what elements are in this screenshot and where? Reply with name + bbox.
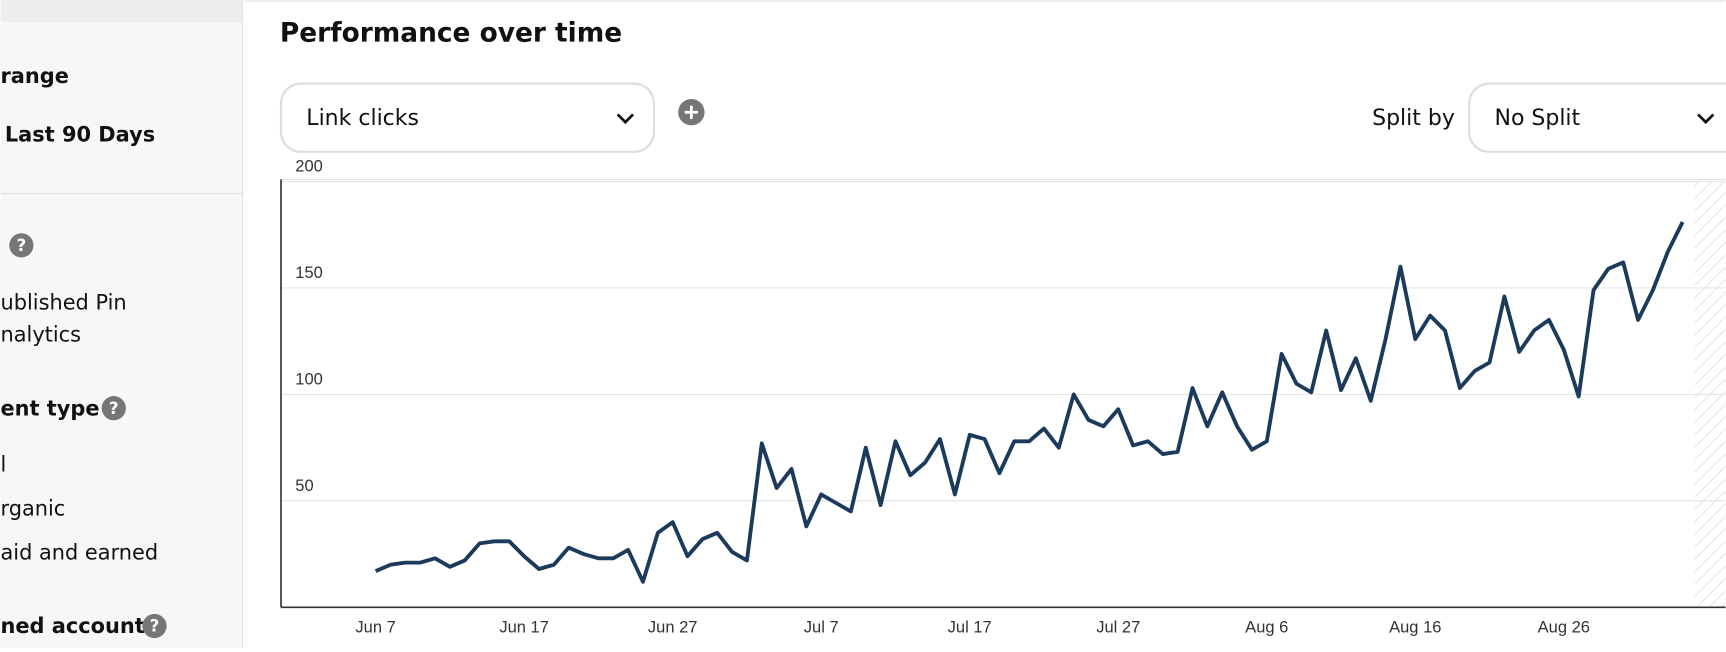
y-tick-label: 50	[295, 477, 313, 495]
split-dropdown[interactable]	[1468, 82, 1726, 153]
date-range[interactable]: Last 90 Days	[5, 122, 155, 146]
sidebar-top	[0, 0, 243, 23]
y-tick-label: 100	[295, 370, 323, 388]
filter-option[interactable]: aid and earned	[0, 540, 158, 564]
help-glyph: ?	[150, 617, 160, 636]
filter-option[interactable]: l	[0, 452, 6, 476]
sidebar	[0, 0, 243, 648]
page-title: Performance over time	[280, 18, 622, 49]
filter-option[interactable]: ublished Pin	[0, 291, 126, 315]
x-tick-label: Aug 6	[1245, 619, 1288, 637]
filter-option[interactable]: rganic	[0, 496, 65, 520]
plus-glyph	[684, 105, 698, 119]
x-tick-label: Jun 7	[355, 619, 395, 637]
y-tick-label: 150	[295, 264, 323, 282]
section-title: ned account	[0, 614, 144, 638]
split-label: Split by	[1372, 106, 1455, 131]
split-value: No Split	[1494, 106, 1580, 131]
x-tick-label: Jul 27	[1096, 619, 1140, 637]
data-line	[374, 221, 1685, 584]
chevron	[616, 113, 635, 125]
help-icon[interactable]	[9, 233, 34, 258]
help-icon[interactable]	[142, 613, 167, 639]
x-tick-label: Aug 16	[1389, 619, 1441, 637]
x-tick-label: Aug 26	[1538, 619, 1590, 637]
future-hatch	[1694, 180, 1726, 608]
x-tick-label: Jul 17	[948, 619, 992, 637]
y-tick-label: 200	[295, 158, 323, 176]
section-title: range	[0, 64, 68, 88]
section-title: ent type	[0, 396, 99, 420]
help-glyph: ?	[109, 399, 119, 418]
help-glyph: ?	[17, 236, 27, 255]
help-icon[interactable]	[101, 396, 126, 421]
x-tick-label: Jun 17	[499, 619, 549, 637]
chevron	[1697, 113, 1715, 125]
x-tick-label: Jun 27	[648, 619, 698, 637]
metric-value: Link clicks	[306, 106, 419, 131]
filter-option: nalytics	[0, 323, 81, 347]
metric-dropdown[interactable]	[279, 82, 656, 153]
x-tick-label: Jul 7	[804, 619, 839, 637]
chart: 50 100 150 200 Jun 7 Jun 17 Jun 27 Jul 7 Jul 17 J…	[281, 158, 1726, 637]
